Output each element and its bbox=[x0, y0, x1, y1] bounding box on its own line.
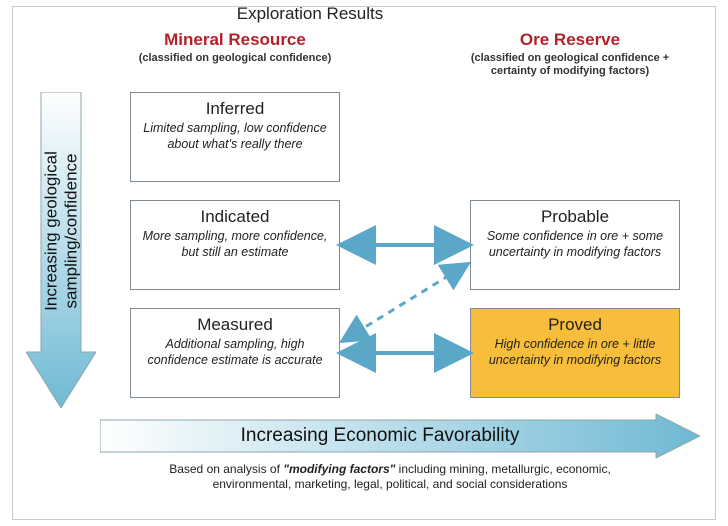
right-col-title: Ore Reserve bbox=[450, 30, 690, 50]
box-probable: Probable Some confidence in ore + some u… bbox=[470, 200, 680, 290]
vertical-arrow: Increasing geologicalsampling/confidence bbox=[26, 92, 96, 408]
column-right-header: Ore Reserve (classified on geological co… bbox=[450, 30, 690, 78]
left-col-title: Mineral Resource bbox=[115, 30, 355, 50]
horizontal-arrow-label: Increasing Economic Favorability bbox=[100, 425, 660, 447]
box-proved-desc: High confidence in ore + little uncertai… bbox=[479, 337, 671, 368]
box-probable-desc: Some confidence in ore + some uncertaint… bbox=[479, 229, 671, 260]
column-left-header: Mineral Resource (classified on geologic… bbox=[115, 30, 355, 65]
box-probable-title: Probable bbox=[479, 207, 671, 227]
vertical-arrow-label: Increasing geologicalsampling/confidence bbox=[41, 151, 80, 311]
box-proved-title: Proved bbox=[479, 315, 671, 335]
footer-emph: "modifying factors" bbox=[283, 462, 395, 476]
box-inferred: Inferred Limited sampling, low confidenc… bbox=[130, 92, 340, 182]
box-measured: Measured Additional sampling, high confi… bbox=[130, 308, 340, 398]
box-indicated: Indicated More sampling, more confidence… bbox=[130, 200, 340, 290]
right-col-subtitle: (classified on geological confidence + c… bbox=[450, 52, 690, 78]
left-col-subtitle: (classified on geological confidence) bbox=[115, 52, 355, 65]
box-indicated-title: Indicated bbox=[139, 207, 331, 227]
box-proved: Proved High confidence in ore + little u… bbox=[470, 308, 680, 398]
horizontal-arrow: Increasing Economic Favorability bbox=[100, 414, 700, 458]
box-inferred-desc: Limited sampling, low confidence about w… bbox=[139, 121, 331, 152]
footer-prefix: Based on analysis of bbox=[169, 462, 283, 476]
box-inferred-title: Inferred bbox=[139, 99, 331, 119]
box-indicated-desc: More sampling, more confidence, but stil… bbox=[139, 229, 331, 260]
box-measured-desc: Additional sampling, high confidence est… bbox=[139, 337, 331, 368]
box-measured-title: Measured bbox=[139, 315, 331, 335]
header-title: Exploration Results bbox=[160, 4, 460, 24]
footer-note: Based on analysis of "modifying factors"… bbox=[150, 462, 630, 492]
